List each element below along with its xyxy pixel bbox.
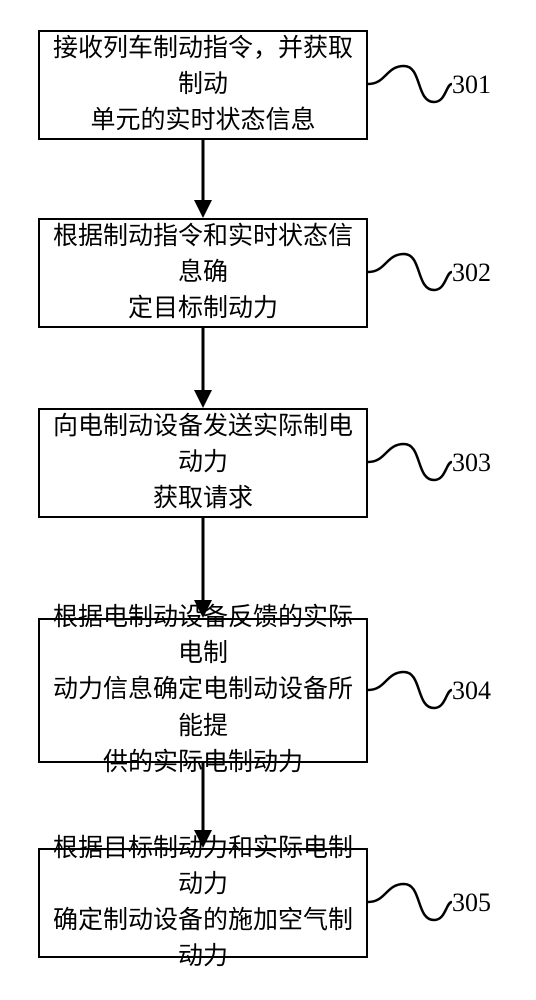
squiggle-1 bbox=[368, 60, 452, 108]
node-text: 确定制动设备的施加空气制动力 bbox=[52, 903, 354, 976]
node-text: 供的实际电制动力 bbox=[52, 745, 354, 781]
squiggle-2 bbox=[368, 248, 452, 296]
step-label-301: 301 bbox=[452, 70, 491, 100]
node-text: 单元的实时状态信息 bbox=[52, 103, 354, 139]
flow-node-1: 接收列车制动指令，并获取制动 单元的实时状态信息 bbox=[38, 30, 368, 140]
flow-node-2: 根据制动指令和实时状态信息确 定目标制动力 bbox=[38, 218, 368, 328]
squiggle-5 bbox=[368, 878, 452, 926]
flowchart-canvas: 接收列车制动指令，并获取制动 单元的实时状态信息 根据制动指令和实时状态信息确 … bbox=[0, 0, 536, 1000]
node-text: 动力信息确定电制动设备所能提 bbox=[52, 672, 354, 745]
squiggle-3 bbox=[368, 438, 452, 486]
flow-node-3: 向电制动设备发送实际制电动力 获取请求 bbox=[38, 408, 368, 518]
arrow-1-2 bbox=[188, 140, 218, 218]
step-label-303: 303 bbox=[452, 448, 491, 478]
node-text: 根据目标制动力和实际电制动力 bbox=[52, 831, 354, 904]
flow-node-5: 根据目标制动力和实际电制动力 确定制动设备的施加空气制动力 bbox=[38, 848, 368, 958]
arrow-2-3 bbox=[188, 328, 218, 408]
squiggle-4 bbox=[368, 666, 452, 714]
node-text: 接收列车制动指令，并获取制动 bbox=[52, 31, 354, 104]
node-text: 定目标制动力 bbox=[52, 291, 354, 327]
flow-node-4: 根据电制动设备反馈的实际电制 动力信息确定电制动设备所能提 供的实际电制动力 bbox=[38, 618, 368, 763]
step-label-304: 304 bbox=[452, 676, 491, 706]
node-text: 向电制动设备发送实际制电动力 bbox=[52, 409, 354, 482]
node-text: 根据制动指令和实时状态信息确 bbox=[52, 219, 354, 292]
step-label-305: 305 bbox=[452, 888, 491, 918]
step-label-302: 302 bbox=[452, 258, 491, 288]
node-text: 获取请求 bbox=[52, 481, 354, 517]
node-text: 根据电制动设备反馈的实际电制 bbox=[52, 600, 354, 673]
